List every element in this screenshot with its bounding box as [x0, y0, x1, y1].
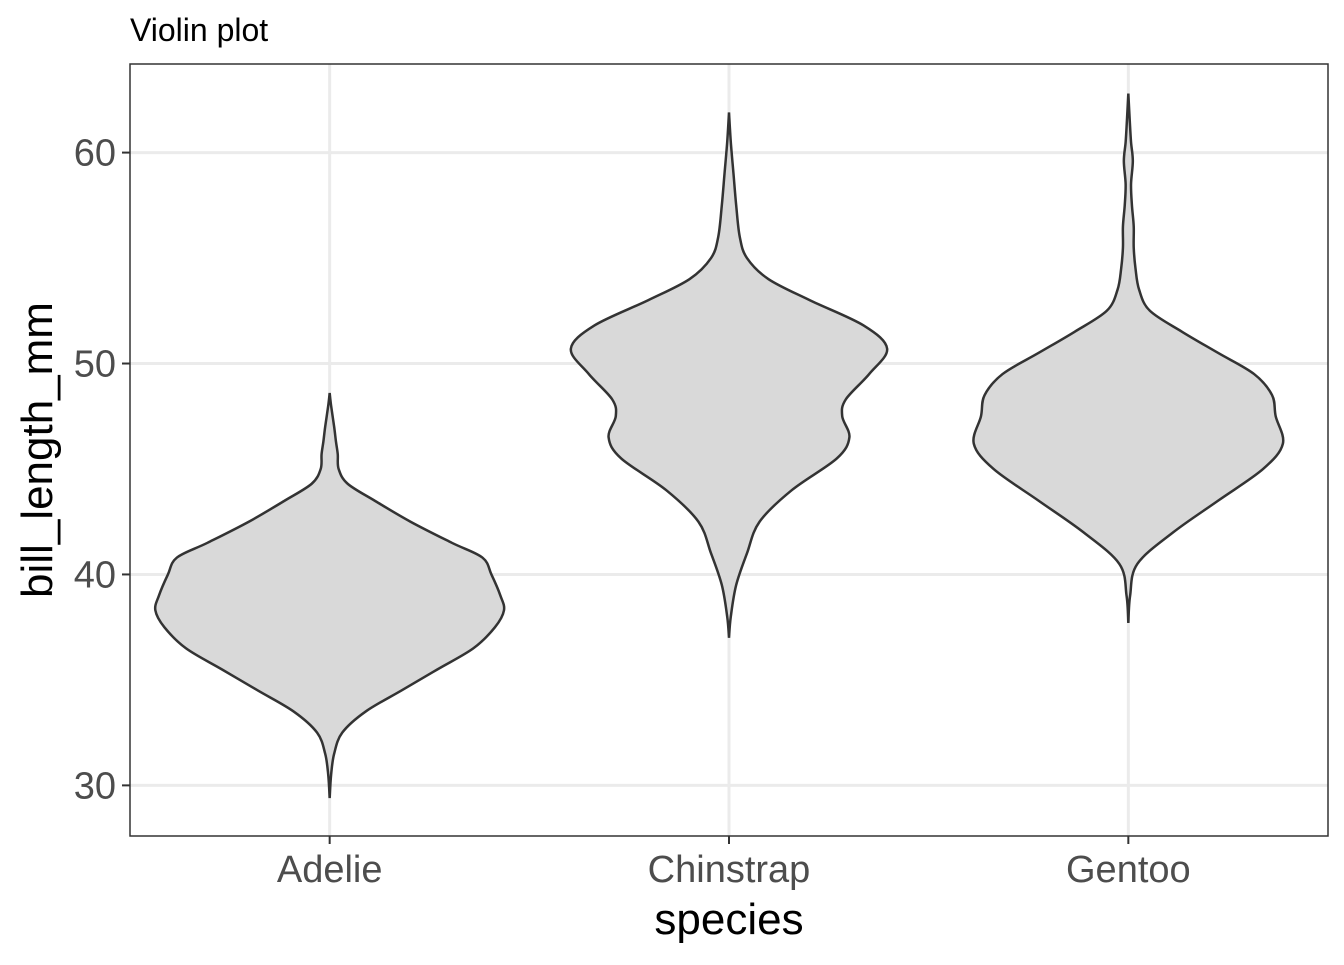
y-tick-label: 50: [74, 344, 116, 386]
x-tick-label: Adelie: [277, 849, 383, 891]
y-tick-label: 60: [74, 133, 116, 175]
y-tick-label: 40: [74, 554, 116, 596]
y-tick-label: 30: [74, 765, 116, 807]
chart-title: Violin plot: [130, 12, 268, 48]
y-axis-title: bill_length_mm: [13, 302, 62, 598]
x-axis-title: species: [654, 895, 803, 944]
x-tick-label: Chinstrap: [648, 849, 811, 891]
violin-gentoo: [972, 93, 1285, 624]
violin-adelie: [153, 392, 506, 799]
violin-chinstrap: [569, 112, 889, 638]
violins: [153, 93, 1285, 799]
x-tick-label: Gentoo: [1066, 849, 1191, 891]
axes: 30 40 50 60 Adelie Chinstrap Gentoo: [74, 133, 1191, 891]
